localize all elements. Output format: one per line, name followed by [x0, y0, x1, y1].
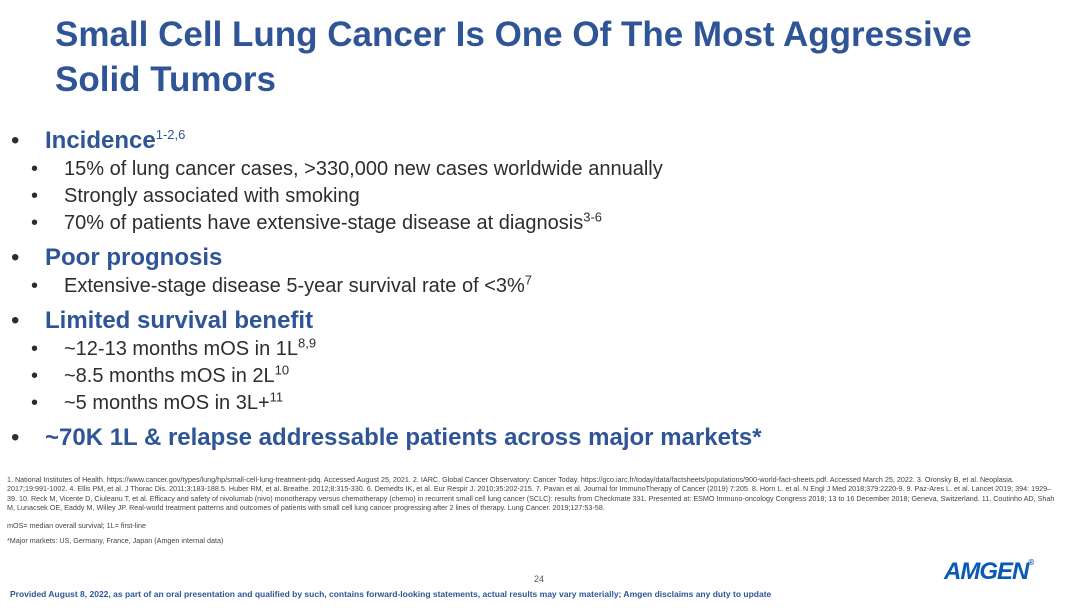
bullet-dot: •	[31, 365, 39, 387]
bullet-dot: •	[31, 158, 39, 180]
bullet-dot: •	[11, 424, 20, 451]
bullet-dot: •	[11, 127, 20, 154]
bullet-list: • Incidence1-2,6 • 15% of lung cancer ca…	[0, 126, 1080, 453]
bullet-dot: •	[31, 275, 39, 297]
bullet-dot: •	[31, 185, 39, 207]
bullet-dot: •	[11, 307, 20, 334]
abbreviations-note: mOS= median overall survival; 1L= first-…	[7, 521, 147, 530]
major-markets-note: *Major markets: US, Germany, France, Jap…	[7, 536, 224, 545]
list-item: • 70% of patients have extensive-stage d…	[0, 210, 1080, 237]
section-heading-markets: • ~70K 1L & relapse addressable patients…	[11, 424, 762, 451]
list-item: • ~5 months mOS in 3L+11	[0, 390, 1080, 417]
section-heading-survival: • Limited survival benefit	[11, 307, 314, 334]
section-heading-prognosis: • Poor prognosis	[11, 244, 223, 271]
list-item: • 15% of lung cancer cases, >330,000 new…	[0, 156, 1080, 183]
footer-disclaimer: Provided August 8, 2022, as part of an o…	[10, 589, 772, 599]
bullet-dot: •	[31, 338, 39, 360]
amgen-logo: AMGEN®	[944, 558, 1034, 585]
list-item: • ~12-13 months mOS in 1L8,9	[0, 336, 1080, 363]
list-item: • ~8.5 months mOS in 2L10	[0, 363, 1080, 390]
bullet-dot: •	[11, 244, 20, 271]
bullet-dot: •	[31, 392, 39, 414]
list-item: • Extensive-stage disease 5-year surviva…	[0, 273, 1080, 300]
list-item: • Strongly associated with smoking	[0, 183, 1080, 210]
references: 1. National Institutes of Health. https:…	[7, 475, 1055, 513]
page-number: 24	[534, 574, 545, 584]
registered-mark: ®	[1028, 558, 1034, 567]
section-heading-incidence: • Incidence1-2,6	[11, 127, 186, 154]
bullet-dot: •	[31, 212, 39, 234]
slide-title: Small Cell Lung Cancer Is One Of The Mos…	[55, 15, 972, 99]
